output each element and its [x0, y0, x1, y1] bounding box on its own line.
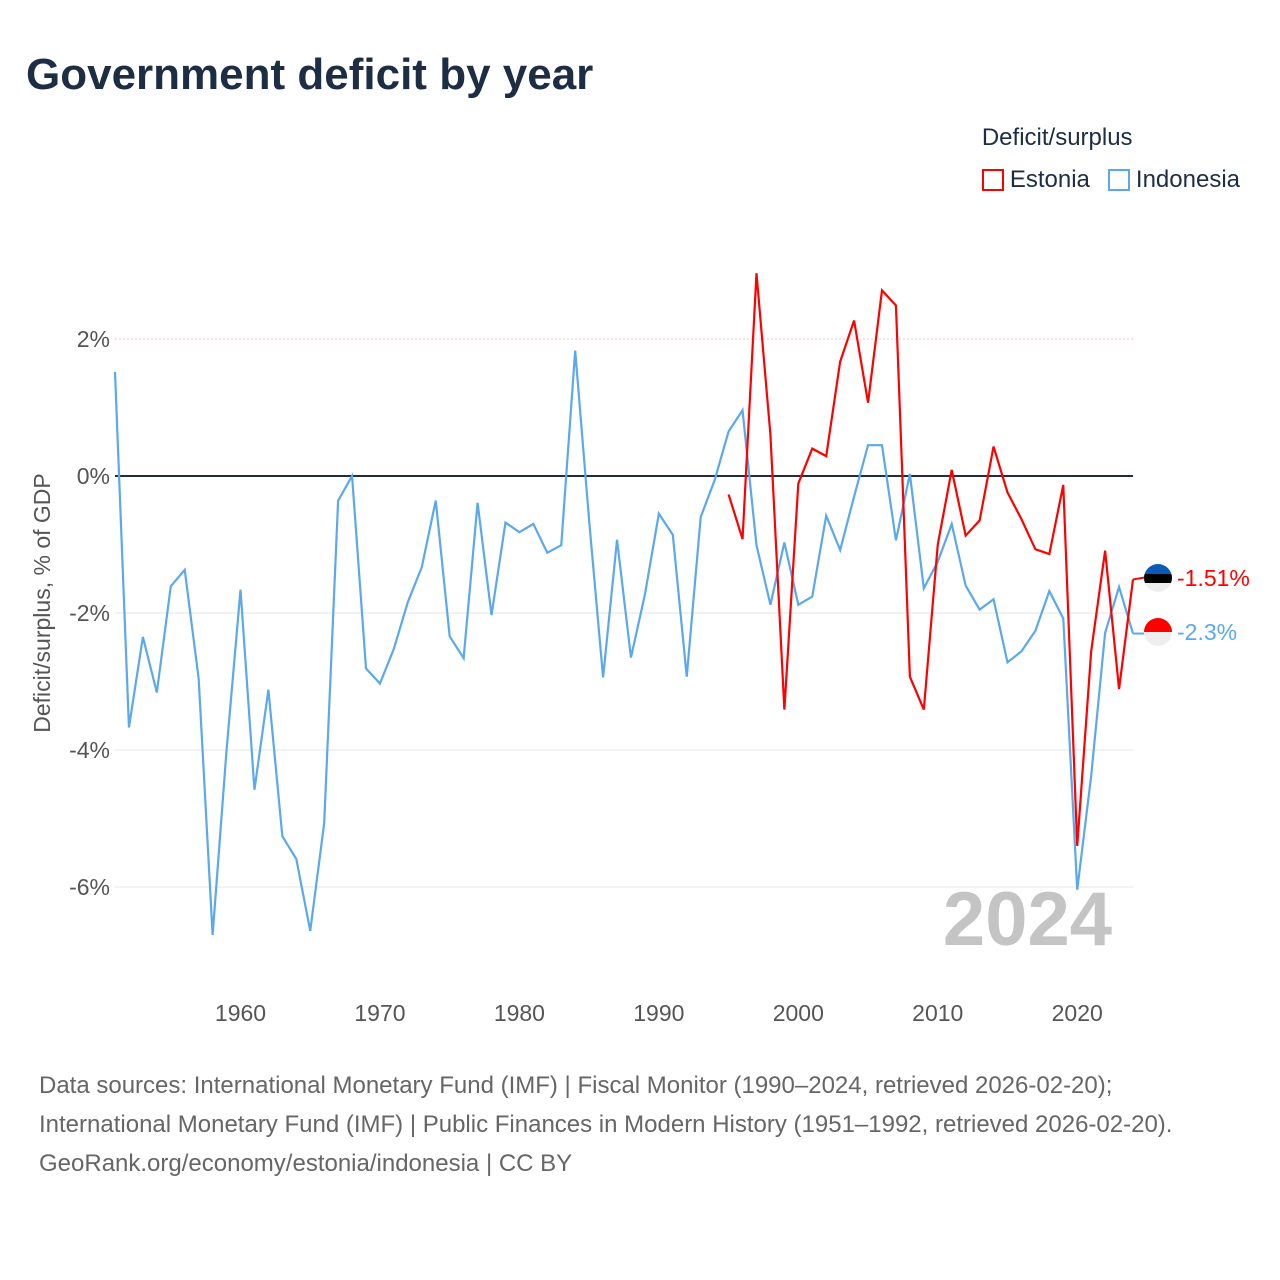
- indonesia-flag-icon: [1144, 618, 1172, 646]
- chart-title: Government deficit by year: [26, 50, 594, 99]
- year-watermark: 2024: [943, 877, 1112, 962]
- stripe-black: [1144, 574, 1172, 583]
- y-tick-label: 2%: [77, 326, 110, 352]
- x-tick-label: 2020: [1052, 1000, 1103, 1026]
- end-label-estonia: -1.51%: [1177, 565, 1250, 591]
- flag-stripes: [1144, 564, 1172, 592]
- x-tick-label: 1990: [633, 1000, 684, 1026]
- data-sources: Data sources: International Monetary Fun…: [39, 1072, 1173, 1138]
- end-label-indonesia: -2.3%: [1177, 619, 1237, 645]
- stripe-white: [1144, 583, 1172, 592]
- x-tick-label: 2000: [773, 1000, 824, 1026]
- legend-swatch-estonia: [981, 169, 1004, 191]
- legend-swatch-indonesia: [1107, 169, 1130, 191]
- series-line-indonesia: [113, 350, 1135, 936]
- y-axis-label: Deficit/surplus, % of GDP: [29, 473, 55, 732]
- legend-label-indonesia: Indonesia: [1135, 166, 1240, 193]
- x-tick-label: 1960: [215, 1000, 266, 1026]
- legend-item-estonia[interactable]: Estonia: [981, 166, 1090, 194]
- y-tick-label: -4%: [69, 737, 110, 763]
- x-tick-label: 2010: [912, 1000, 963, 1026]
- stripe-blue: [1144, 564, 1172, 574]
- estonia-flag-icon: [1144, 564, 1172, 592]
- x-tick-label: 1980: [494, 1000, 545, 1026]
- legend: Deficit/surplus Estonia Indonesia: [981, 124, 1240, 194]
- y-tick-label: 0%: [77, 463, 110, 489]
- credit-link[interactable]: GeoRank.org/economy/estonia/indonesia | …: [39, 1150, 573, 1177]
- y-tick-label: -6%: [69, 874, 110, 900]
- flag-stripes: [1144, 618, 1172, 646]
- x-tick-label: 1970: [354, 1000, 405, 1026]
- connector-estonia: [1132, 576, 1146, 581]
- legend-title: Deficit/surplus: [981, 124, 1133, 151]
- legend-label-estonia: Estonia: [1009, 166, 1090, 193]
- y-tick-label: -2%: [69, 600, 110, 626]
- stripe-red: [1144, 618, 1172, 632]
- footer: Data sources: International Monetary Fun…: [39, 1066, 1239, 1183]
- legend-item-indonesia[interactable]: Indonesia: [1107, 166, 1240, 194]
- series-line-estonia: [727, 273, 1135, 846]
- stripe-white: [1144, 632, 1172, 646]
